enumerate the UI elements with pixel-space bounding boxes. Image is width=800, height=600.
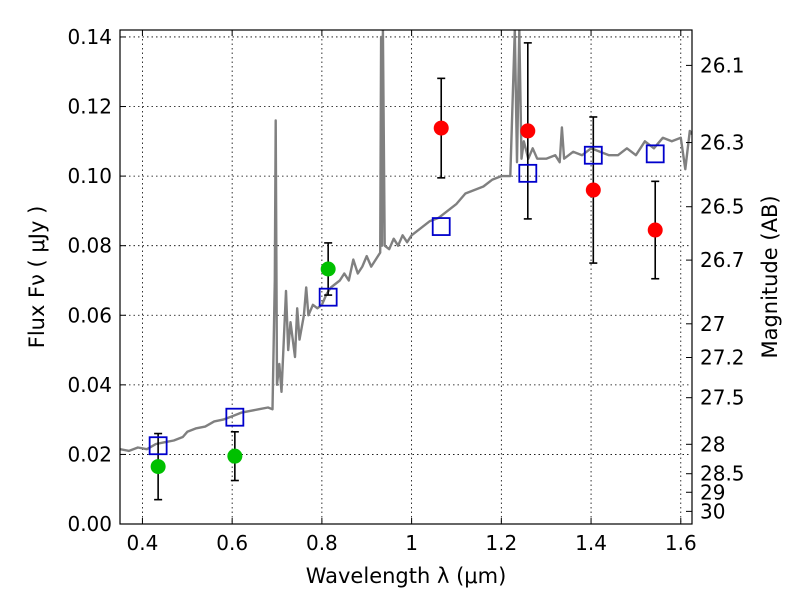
magnitude-axis-title: Magnitude (AB) xyxy=(758,195,782,358)
data-point xyxy=(433,120,449,136)
y-tick-labels: 0.00 0.02 0.04 0.06 0.08 0.10 0.12 0.14 xyxy=(67,25,112,536)
y-tick-label: 0.02 xyxy=(67,442,112,466)
model-point xyxy=(148,436,168,456)
magnitude-tick-label: 28.5 xyxy=(700,462,745,486)
x-tick-labels: 0.4 0.6 0.8 1 1.2 1.4 1.6 xyxy=(127,531,697,555)
magnitude-tick-label: 28 xyxy=(700,432,725,456)
magnitude-tick-label: 27.5 xyxy=(700,386,745,410)
data-point xyxy=(320,261,336,277)
y-tick-label: 0.10 xyxy=(67,164,112,188)
magnitude-tick-label: 26.1 xyxy=(700,53,745,77)
model-point xyxy=(318,287,338,307)
x-tick-label: 0.6 xyxy=(216,531,248,555)
data-point xyxy=(520,123,536,139)
y-tick-label: 0.00 xyxy=(67,512,112,536)
data-point xyxy=(647,222,663,238)
x-tick-label: 0.4 xyxy=(127,531,159,555)
model-spectrum-layer xyxy=(120,30,692,453)
model-point xyxy=(518,163,538,183)
data-point xyxy=(150,459,166,475)
data-point xyxy=(585,182,601,198)
data-point xyxy=(227,448,243,464)
magnitude-tick-label: 26.7 xyxy=(700,248,745,272)
axis-ticks xyxy=(120,30,692,525)
grid-lines xyxy=(120,30,692,525)
magnitude-tick-label: 29 xyxy=(700,480,725,504)
model-point xyxy=(225,407,245,427)
magnitude-tick-label: 26.3 xyxy=(700,131,745,155)
y-tick-label: 0.06 xyxy=(67,303,112,327)
y-tick-label: 0.14 xyxy=(67,25,112,49)
y-tick-label: 0.04 xyxy=(67,373,112,397)
x-tick-label: 1.2 xyxy=(485,531,517,555)
magnitude-tick-label: 27.2 xyxy=(700,345,745,369)
model-point xyxy=(583,145,603,165)
model-point xyxy=(431,217,451,236)
y-tick-label: 0.12 xyxy=(67,95,112,119)
magnitude-tick-label: 26.5 xyxy=(700,195,745,219)
model-point xyxy=(645,144,665,164)
magnitude-tick-label: 27 xyxy=(700,312,725,336)
x-tick-label: 1 xyxy=(405,531,418,555)
data-points-layer xyxy=(148,42,665,501)
plot-frame xyxy=(119,29,693,525)
y-tick-label: 0.08 xyxy=(67,234,112,258)
x-tick-label: 1.4 xyxy=(575,531,607,555)
y-axis-title: Flux Fν ( μJy ) xyxy=(25,206,49,349)
x-axis-title: Wavelength λ (μm) xyxy=(306,564,507,588)
x-tick-label: 0.8 xyxy=(306,531,338,555)
x-tick-label: 1.6 xyxy=(665,531,697,555)
model-spectrum-line xyxy=(120,30,692,453)
magnitude-tick-label: 30 xyxy=(700,499,725,523)
